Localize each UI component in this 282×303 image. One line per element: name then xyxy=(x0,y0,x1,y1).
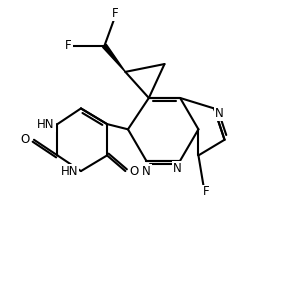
Text: O: O xyxy=(129,165,138,178)
Text: F: F xyxy=(112,7,118,20)
Text: HN: HN xyxy=(37,118,55,131)
Text: HN: HN xyxy=(61,165,78,178)
Text: F: F xyxy=(203,185,210,198)
Text: N: N xyxy=(142,165,151,178)
Text: F: F xyxy=(65,39,72,52)
Polygon shape xyxy=(103,44,125,72)
Text: N: N xyxy=(173,162,182,175)
Text: N: N xyxy=(215,107,224,120)
Text: O: O xyxy=(21,133,30,146)
